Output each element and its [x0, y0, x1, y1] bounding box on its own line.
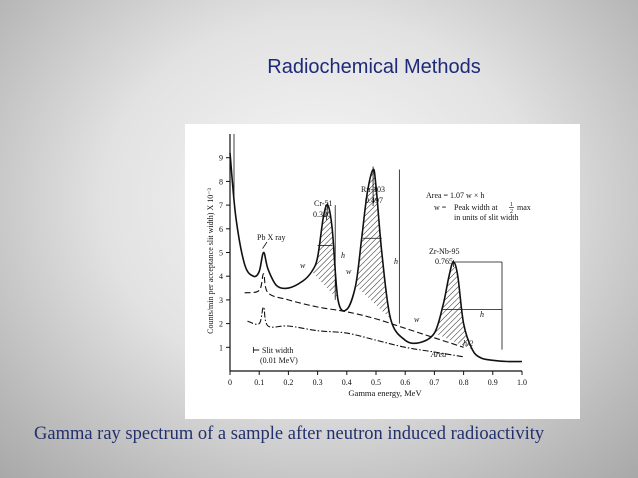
- cr-leader: [326, 202, 329, 221]
- hatch-area-zr: [434, 262, 473, 350]
- w-label-ru: w: [346, 267, 352, 276]
- peak-label-cr: Cr-51: [314, 199, 333, 208]
- x-axis-label: Gamma energy, MeV: [348, 388, 422, 398]
- series-line-dash-dot: [247, 306, 464, 358]
- x-tick-label: 0.4: [342, 378, 352, 387]
- x-tick-label: 0.5: [371, 378, 381, 387]
- peak-energy-ru: 0.497: [365, 196, 383, 205]
- x-tick-label: 0.3: [313, 378, 323, 387]
- slide-title: Radiochemical Methods: [267, 56, 481, 78]
- x-tick-label: 0.1: [254, 378, 264, 387]
- y-tick-label: 3: [219, 296, 223, 305]
- x-tick-label: 0.6: [400, 378, 410, 387]
- y-tick-label: 6: [219, 225, 223, 234]
- h-label-ru: h: [394, 257, 398, 266]
- x-tick-label: 0.8: [459, 378, 469, 387]
- y-tick-label: 9: [219, 154, 223, 163]
- x-tick-label: 0.7: [429, 378, 439, 387]
- formula-line2b: max: [517, 203, 531, 212]
- y-axis-label: Counts/min per acceptance slit width) X …: [206, 188, 215, 334]
- formula-frac-num: 1: [510, 202, 513, 208]
- hatch-area-ru: [355, 169, 391, 319]
- y-tick-label: 7: [219, 201, 223, 210]
- y-tick-label: 5: [219, 249, 223, 258]
- pb-leader: [262, 241, 268, 249]
- formula-w: w =: [434, 203, 447, 212]
- x-tick-label: 0.2: [283, 378, 293, 387]
- peak-energy-cr: 0.320: [313, 210, 331, 219]
- formula-line3: in units of slit width: [454, 213, 518, 222]
- y-tick-label: 1: [219, 343, 223, 352]
- series-line-dashed: [244, 273, 464, 348]
- y-tick-label: 8: [219, 177, 223, 186]
- y-tick-label: 4: [219, 272, 223, 281]
- area-label: Area: [430, 350, 446, 359]
- formula-line2a: Peak width at: [454, 203, 498, 212]
- peak-energy-zr: 0.765: [435, 257, 453, 266]
- h-label-zr: h: [480, 310, 484, 319]
- w-label-cr: w: [300, 261, 306, 270]
- peak-label-zr: Zr-Nb-95: [429, 247, 460, 256]
- x-tick-label: 0: [228, 378, 232, 387]
- peak-label-ru: Ru-103: [361, 185, 385, 194]
- x-tick-label: 0.9: [488, 378, 498, 387]
- slit-width-value: (0.01 MeV): [260, 356, 298, 365]
- y-tick-label: 2: [219, 320, 223, 329]
- slide-caption: Gamma ray spectrum of a sample after neu…: [34, 424, 545, 444]
- h-half-label: h/2: [463, 339, 473, 348]
- spectrum-figure: 0 0.1 0.2 0.3 0.4 0.5 0.6 0.7 0.8 0.9 1.0 1 2 3 4 5 6 7 8 9…: [185, 124, 580, 419]
- spectrum-chart: 0 0.1 0.2 0.3 0.4 0.5 0.6 0.7 0.8 0.9 1.0123456789…: [206, 134, 531, 398]
- series-line-solid: [229, 152, 523, 363]
- formula-line1: Area = 1.07 w × h: [426, 191, 484, 200]
- x-tick-label: 1.0: [517, 378, 527, 387]
- w-label-zr: w: [414, 315, 420, 324]
- peak-label-pb: Pb X ray: [257, 233, 285, 242]
- h-label-cr: h: [341, 251, 345, 260]
- formula-frac-den: 2: [510, 209, 513, 215]
- slit-width-label: Slit width: [262, 346, 293, 355]
